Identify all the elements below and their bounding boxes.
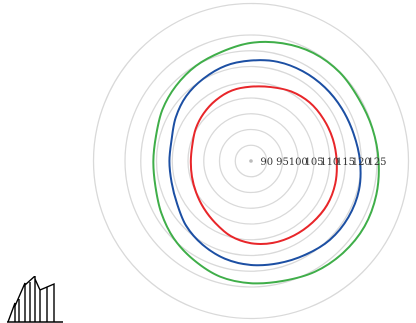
grid-circle [124, 34, 378, 288]
stacked-bars-logo-icon [7, 276, 63, 323]
grid-circle [92, 2, 410, 320]
radial-tick-label: 90 [260, 157, 273, 168]
grid-circle [218, 128, 284, 194]
radial-tick-label: 95 [276, 157, 289, 168]
radial-tick-label: 105 [304, 157, 323, 168]
grid-circle [234, 144, 268, 178]
grid-circle [140, 50, 362, 272]
radial-tick-label: 110 [320, 157, 339, 168]
radial-tick-label: 100 [289, 157, 308, 168]
grid-circle [203, 113, 299, 209]
grid-circle [155, 65, 347, 257]
radial-grid [92, 2, 410, 320]
series-line-2 [168, 59, 362, 267]
center-dot [249, 159, 253, 163]
series-group [152, 40, 380, 285]
radial-tick-label: 120 [352, 157, 371, 168]
series-line-1 [189, 85, 338, 245]
grid-circle [187, 97, 315, 225]
grid-circle [171, 81, 331, 241]
radial-tick-label: 115 [336, 157, 355, 168]
series-line-3 [152, 40, 380, 285]
radial-tick-label: 125 [367, 157, 386, 168]
